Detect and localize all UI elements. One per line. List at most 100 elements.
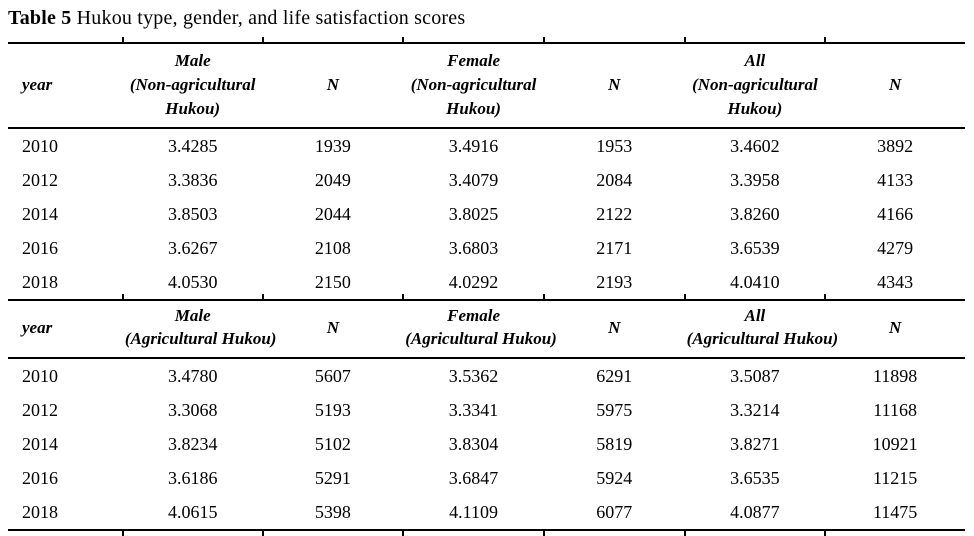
table-row: 2012 3.3068 5193 3.3341 5975 3.3214 11168: [8, 393, 965, 427]
value-cell: 3.4285: [167, 135, 218, 156]
value-cell: 3.3836: [167, 169, 218, 190]
value-cell: 4.0615: [121, 495, 263, 536]
header-cell: All (Non-agricultural Hukou): [683, 37, 826, 130]
header-cell: Male (Non-agricultural Hukou): [121, 37, 263, 130]
value-cell: 2049: [314, 169, 351, 190]
value-cell: 3.3341: [448, 399, 499, 420]
header-cell: N: [542, 37, 685, 130]
table-row: 2010 3.4780 5607 3.5362 6291 3.5087 11898: [8, 358, 965, 393]
value-cell: 11475: [824, 495, 965, 536]
header-cell: Male (Agricultural Hukou): [121, 295, 276, 360]
value-cell: 3.3068: [167, 399, 218, 420]
value-cell: 3.6267: [167, 237, 218, 258]
table-row: 2016 3.6267 2108 3.6803 2171 3.6539 4279: [8, 231, 965, 265]
value-cell: 4.0530: [167, 271, 218, 292]
header-cell: All (Agricultural Hukou): [683, 295, 838, 360]
value-cell: 2084: [596, 169, 633, 190]
year-cell: 2018: [8, 495, 123, 532]
header-cell: N: [542, 295, 685, 360]
year-cell: 2010: [22, 135, 58, 156]
value-cell: 3.6186: [167, 467, 218, 488]
value-cell: 5819: [596, 433, 633, 454]
table-caption-text: Hukou type, gender, and life satisfactio…: [71, 7, 466, 29]
value-cell: 3892: [877, 135, 914, 156]
value-cell: 3.4780: [167, 365, 218, 386]
value-cell: 4.0292: [448, 271, 499, 292]
year-cell: 2014: [22, 203, 58, 224]
table-row: 2018 4.0615 5398 4.1109 6077 4.0877 11475: [8, 495, 965, 536]
value-cell: 3.4916: [448, 135, 499, 156]
value-cell: 3.8025: [448, 203, 499, 224]
value-cell: 2171: [596, 237, 633, 258]
value-cell: 5291: [314, 467, 351, 488]
value-cell: 11215: [872, 467, 918, 488]
value-cell: 3.8260: [730, 203, 780, 224]
year-cell: 2018: [22, 271, 58, 292]
header-row: year Male (Agricultural Hukou) N Female (Ag…: [8, 295, 965, 360]
value-cell: 4.1109: [402, 495, 544, 536]
header-cell: N: [261, 295, 404, 360]
value-cell: 1939: [314, 135, 351, 156]
year-cell: 2014: [22, 433, 58, 454]
value-cell: 5975: [596, 399, 633, 420]
value-cell: 3.8271: [730, 433, 780, 454]
value-cell: 1953: [596, 135, 633, 156]
value-cell: 4166: [877, 203, 914, 224]
value-cell: 5102: [314, 433, 351, 454]
header-cell: Female (Non-agricultural Hukou): [402, 37, 544, 130]
value-cell: 3.3214: [730, 399, 780, 420]
header-cell: year: [8, 299, 123, 360]
year-cell: 2012: [22, 169, 58, 190]
value-cell: 11168: [873, 399, 917, 420]
value-cell: 3.8503: [167, 203, 218, 224]
value-cell: 4279: [877, 237, 914, 258]
value-cell: 5398: [261, 495, 404, 536]
value-cell: 3.5362: [448, 365, 499, 386]
value-cell: 3.8304: [448, 433, 499, 454]
value-cell: 5193: [314, 399, 351, 420]
value-cell: 3.8234: [167, 433, 218, 454]
value-cell: 3.5087: [730, 365, 780, 386]
value-cell: 5607: [314, 365, 351, 386]
header-cell: Female (Agricultural Hukou): [402, 295, 557, 360]
value-cell: 3.3958: [730, 169, 780, 190]
value-cell: 6077: [542, 495, 685, 536]
year-cell: 2016: [22, 237, 58, 258]
value-cell: 11898: [872, 365, 918, 386]
year-cell: 2012: [22, 399, 58, 420]
header-cell: year: [8, 41, 123, 130]
table-row: 2014 3.8234 5102 3.8304 5819 3.8271 10921: [8, 427, 965, 461]
table-row: 2012 3.3836 2049 3.4079 2084 3.3958 4133: [8, 163, 965, 197]
value-cell: 2044: [314, 203, 351, 224]
header-row: year Male (Non-agricultural Hukou) N Female…: [8, 37, 965, 130]
value-cell: 2122: [596, 203, 633, 224]
value-cell: 4.0877: [683, 495, 826, 536]
table-caption: Table 5 Hukou type, gender, and life sat…: [8, 7, 465, 30]
year-cell: 2016: [22, 467, 58, 488]
header-cell: N: [261, 37, 404, 130]
value-cell: 6291: [596, 365, 633, 386]
value-cell: 3.6847: [448, 467, 499, 488]
value-cell: 4.0410: [730, 271, 780, 292]
value-cell: 2193: [596, 271, 633, 292]
value-cell: 10921: [872, 433, 918, 454]
table-row: 2016 3.6186 5291 3.6847 5924 3.6535 11215: [8, 461, 965, 495]
value-cell: 4133: [877, 169, 914, 190]
value-cell: 3.4602: [730, 135, 780, 156]
value-cell: 3.6803: [448, 237, 499, 258]
table-row: 2010 3.4285 1939 3.4916 1953 3.4602 3892: [8, 128, 965, 163]
value-cell: 5924: [596, 467, 633, 488]
value-cell: 4343: [877, 271, 914, 292]
header-cell: N: [824, 295, 965, 360]
value-cell: 2150: [314, 271, 351, 292]
value-cell: 3.6535: [730, 467, 780, 488]
year-cell: 2010: [22, 365, 58, 386]
table-row: 2014 3.8503 2044 3.8025 2122 3.8260 4166: [8, 197, 965, 231]
table-row: 2018 4.0530 2150 4.0292 2193 4.0410 4343: [8, 265, 965, 300]
header-cell: N: [824, 37, 965, 130]
value-cell: 2108: [314, 237, 351, 258]
value-cell: 3.4079: [448, 169, 499, 190]
table-caption-number: Table 5: [8, 7, 72, 29]
value-cell: 3.6539: [730, 237, 780, 258]
hukou-life-satisfaction-table: year Male (Non-agricultural Hukou) N Female…: [8, 37, 965, 536]
